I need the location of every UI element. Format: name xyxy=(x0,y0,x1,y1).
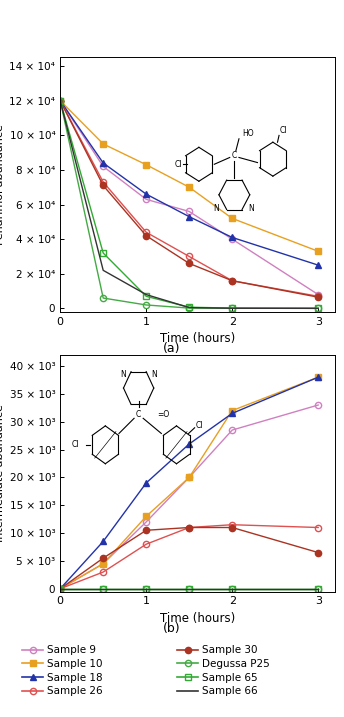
Y-axis label: Intermediate abundance: Intermediate abundance xyxy=(0,404,6,542)
Legend: Sample 30, Degussa P25, Sample 65, Sample 66: Sample 30, Degussa P25, Sample 65, Sampl… xyxy=(177,645,270,696)
Text: (b): (b) xyxy=(163,622,181,635)
X-axis label: Time (hours): Time (hours) xyxy=(160,332,235,346)
Legend: Sample 9, Sample 10, Sample 18, Sample 26: Sample 9, Sample 10, Sample 18, Sample 2… xyxy=(22,645,103,696)
Y-axis label: Fenarimol abundance: Fenarimol abundance xyxy=(0,124,5,245)
Text: (a): (a) xyxy=(163,342,181,355)
X-axis label: Time (hours): Time (hours) xyxy=(160,612,235,625)
